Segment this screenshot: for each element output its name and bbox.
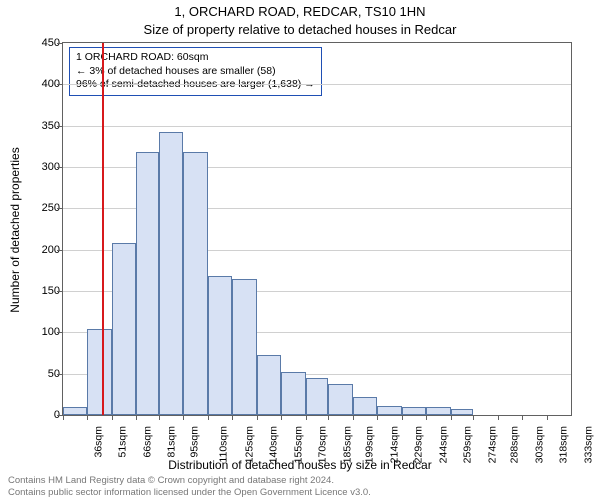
histogram-bar [451,409,474,415]
ytick-label: 150 [26,285,60,297]
ytick-mark [57,126,62,127]
xtick-mark [473,415,474,420]
xtick-label: 244sqm [437,426,449,463]
ytick-mark [57,84,62,85]
xtick-mark [159,415,160,420]
xtick-mark [87,415,88,420]
histogram-bar [328,384,352,415]
ytick-label: 300 [26,161,60,173]
ytick-label: 100 [26,326,60,338]
xtick-mark [208,415,209,420]
histogram-bar [159,132,183,415]
xtick-mark [498,415,499,420]
xtick-mark [377,415,378,420]
ytick-label: 450 [26,37,60,49]
xtick-mark [136,415,137,420]
page-subtitle: Size of property relative to detached ho… [0,22,600,37]
xtick-mark [353,415,354,420]
histogram-bar [402,407,426,415]
ytick-mark [57,415,62,416]
ytick-label: 50 [26,368,60,380]
histogram-bar [353,397,377,415]
xtick-label: 318sqm [558,426,570,463]
xtick-mark [232,415,233,420]
xtick-label: 155sqm [292,426,304,463]
ytick-label: 350 [26,120,60,132]
ytick-label: 200 [26,244,60,256]
annotation-line: 1 ORCHARD ROAD: 60sqm [76,51,315,65]
ytick-mark [57,208,62,209]
annotation-line: ← 3% of detached houses are smaller (58) [76,65,315,79]
plot-area: 1 ORCHARD ROAD: 60sqm← 3% of detached ho… [62,42,572,416]
histogram-bar [281,372,305,415]
histogram-bar [183,152,207,415]
histogram-bar [257,355,281,415]
xtick-label: 81sqm [166,426,178,458]
ytick-mark [57,374,62,375]
xtick-label: 110sqm [218,426,230,463]
xtick-mark [183,415,184,420]
ytick-mark [57,43,62,44]
footer-line-1: Contains HM Land Registry data © Crown c… [8,475,592,486]
xtick-label: 125sqm [243,426,255,463]
xtick-mark [306,415,307,420]
xtick-label: 36sqm [93,426,105,458]
histogram-bar [63,407,87,415]
xtick-label: 95sqm [189,426,201,458]
xtick-mark [281,415,282,420]
xtick-label: 51sqm [117,426,129,458]
xtick-label: 199sqm [364,426,376,463]
xtick-label: 259sqm [461,426,473,463]
xtick-mark [257,415,258,420]
footer-text: Contains HM Land Registry data © Crown c… [8,475,592,498]
xtick-mark [451,415,452,420]
histogram-bar [136,152,159,415]
xtick-label: 140sqm [268,426,280,463]
xtick-label: 274sqm [486,426,498,463]
gridline [63,84,571,85]
histogram-bar [377,406,401,415]
ytick-mark [57,291,62,292]
y-axis-label-wrap: Number of detached properties [6,40,24,420]
xtick-mark [112,415,113,420]
y-axis-label: Number of detached properties [8,147,22,312]
histogram-bar [232,279,256,415]
histogram-bar [208,276,232,415]
page-title: 1, ORCHARD ROAD, REDCAR, TS10 1HN [0,4,600,19]
histogram-bar [112,243,136,415]
ytick-label: 250 [26,202,60,214]
xtick-mark [426,415,427,420]
xtick-label: 214sqm [388,426,400,463]
chart-stage: 1, ORCHARD ROAD, REDCAR, TS10 1HN Size o… [0,0,600,500]
xtick-label: 288sqm [509,426,521,463]
xtick-label: 185sqm [341,426,353,463]
xtick-label: 333sqm [582,426,594,463]
marker-line [102,43,104,415]
ytick-label: 0 [26,409,60,421]
ytick-mark [57,332,62,333]
xtick-label: 170sqm [317,426,329,463]
xtick-label: 303sqm [533,426,545,463]
histogram-bar [426,407,450,415]
xtick-label: 229sqm [413,426,425,463]
histogram-bar [87,329,111,415]
xtick-mark [402,415,403,420]
xtick-mark [328,415,329,420]
xtick-mark [63,415,64,420]
footer-line-2: Contains public sector information licen… [8,487,592,498]
xtick-mark [547,415,548,420]
ytick-mark [57,167,62,168]
histogram-bar [306,378,329,415]
xtick-label: 66sqm [141,426,153,458]
ytick-mark [57,250,62,251]
annotation-box: 1 ORCHARD ROAD: 60sqm← 3% of detached ho… [69,47,322,96]
gridline [63,126,571,127]
xtick-mark [522,415,523,420]
ytick-label: 400 [26,78,60,90]
